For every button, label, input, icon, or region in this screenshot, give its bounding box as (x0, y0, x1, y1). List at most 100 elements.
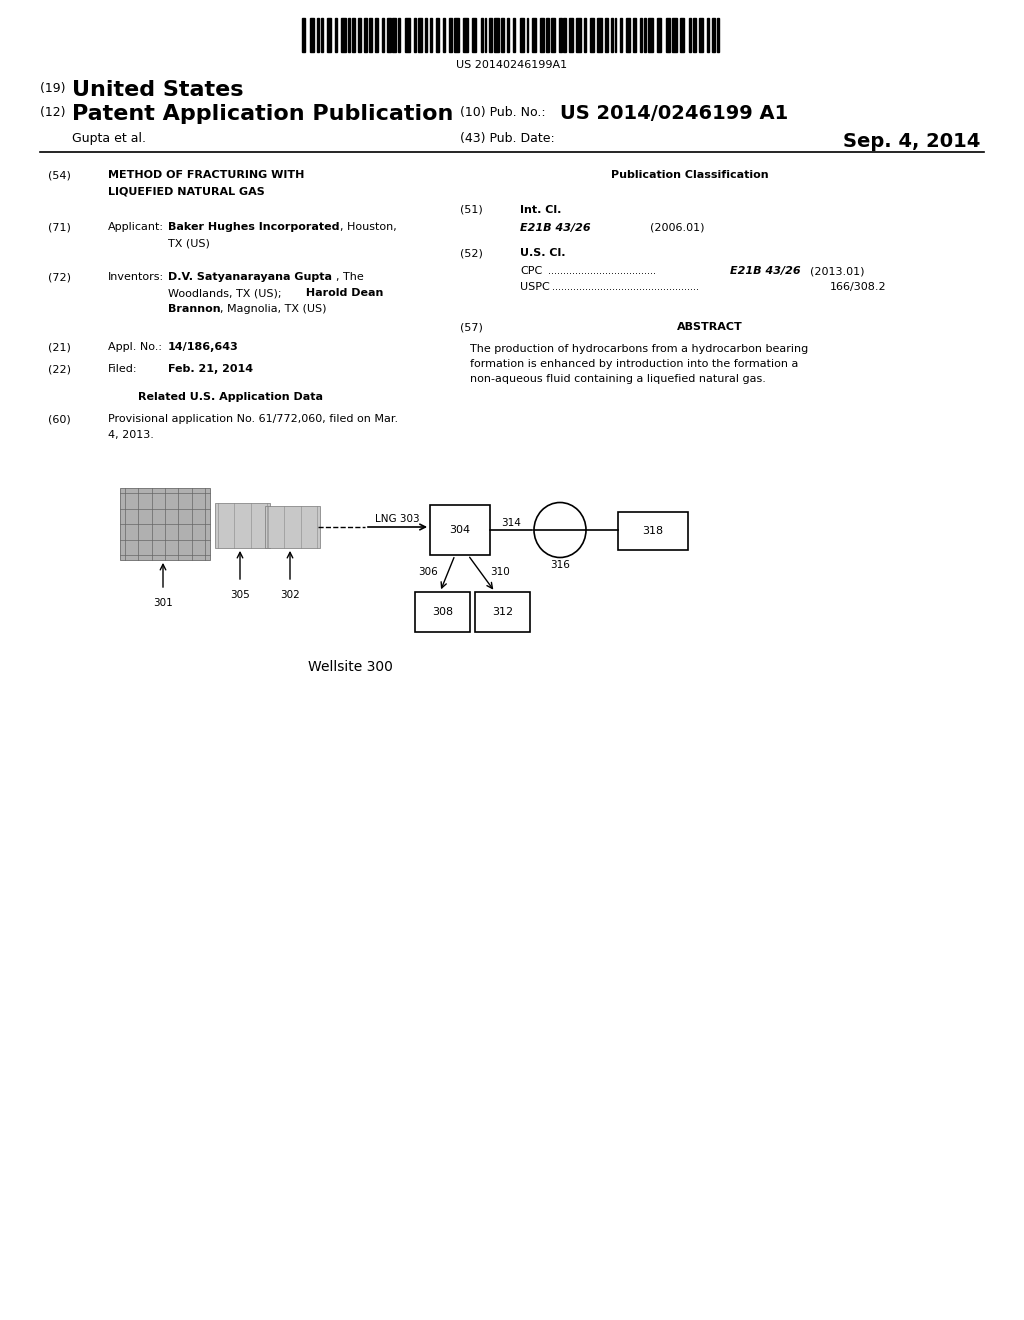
Text: , Magnolia, TX (US): , Magnolia, TX (US) (220, 304, 327, 314)
Text: The production of hydrocarbons from a hydrocarbon bearing: The production of hydrocarbons from a hy… (470, 345, 808, 354)
Bar (449, 18, 452, 51)
Bar (375, 18, 378, 51)
Bar (563, 18, 566, 51)
Bar (718, 18, 719, 51)
Bar (513, 18, 515, 51)
Bar (309, 18, 313, 51)
Bar (611, 18, 612, 51)
Text: (2006.01): (2006.01) (650, 223, 705, 234)
Bar (541, 18, 545, 51)
Bar (392, 18, 396, 51)
Text: (2013.01): (2013.01) (810, 267, 864, 276)
Text: Applicant:: Applicant: (108, 222, 164, 232)
Bar (472, 18, 476, 51)
Bar (463, 18, 468, 51)
Text: E21B 43/26: E21B 43/26 (520, 223, 591, 234)
Bar (414, 18, 417, 51)
Text: Brannon: Brannon (168, 304, 220, 314)
Bar (698, 18, 702, 51)
Text: (60): (60) (48, 414, 71, 424)
Text: (52): (52) (460, 248, 483, 257)
Bar (317, 18, 319, 51)
Bar (302, 18, 305, 51)
Text: LIQUEFIED NATURAL GAS: LIQUEFIED NATURAL GAS (108, 186, 265, 195)
Text: 312: 312 (492, 607, 513, 616)
Text: Int. Cl.: Int. Cl. (520, 205, 561, 215)
Bar (626, 18, 631, 51)
Bar (370, 18, 372, 51)
Text: Sep. 4, 2014: Sep. 4, 2014 (843, 132, 980, 150)
Text: Baker Hughes Incorporated: Baker Hughes Incorporated (168, 222, 340, 232)
Text: (54): (54) (48, 170, 71, 180)
Bar (436, 18, 439, 51)
Text: 318: 318 (642, 525, 664, 536)
Bar (568, 18, 572, 51)
Bar (382, 18, 384, 51)
Bar (546, 18, 549, 51)
Text: (22): (22) (48, 364, 71, 374)
Bar (618, 512, 688, 550)
Bar (404, 18, 410, 51)
Text: U.S. Cl.: U.S. Cl. (520, 248, 565, 257)
Bar (322, 18, 323, 51)
Text: ....................................: .................................... (548, 267, 656, 276)
Bar (689, 18, 691, 51)
Text: (43) Pub. Date:: (43) Pub. Date: (460, 132, 555, 145)
Text: 166/308.2: 166/308.2 (830, 282, 887, 292)
Text: 314: 314 (501, 517, 521, 528)
Bar (520, 18, 524, 51)
Text: 4, 2013.: 4, 2013. (108, 430, 154, 440)
Bar (120, 488, 210, 560)
Text: 305: 305 (230, 590, 250, 601)
Text: 316: 316 (550, 560, 570, 570)
Bar (605, 18, 608, 51)
Text: United States: United States (72, 81, 244, 100)
Bar (551, 18, 555, 51)
Bar (532, 18, 537, 51)
Bar (475, 591, 530, 632)
Bar (584, 18, 586, 51)
Bar (352, 18, 355, 51)
Bar (495, 18, 499, 51)
Bar (577, 18, 581, 51)
Text: US 20140246199A1: US 20140246199A1 (457, 59, 567, 70)
Text: US 2014/0246199 A1: US 2014/0246199 A1 (560, 104, 788, 123)
Text: 301: 301 (154, 598, 173, 609)
Bar (415, 591, 470, 632)
Bar (418, 18, 422, 51)
Text: (72): (72) (48, 272, 71, 282)
Bar (358, 18, 361, 51)
Bar (398, 18, 400, 51)
Text: D.V. Satyanarayana Gupta: D.V. Satyanarayana Gupta (168, 272, 332, 282)
Bar (507, 18, 509, 51)
Text: , Houston,: , Houston, (340, 222, 396, 232)
Text: Feb. 21, 2014: Feb. 21, 2014 (168, 364, 253, 374)
Text: Filed:: Filed: (108, 364, 137, 374)
Bar (335, 18, 337, 51)
Bar (348, 18, 350, 51)
Text: E21B 43/26: E21B 43/26 (730, 267, 801, 276)
Bar (502, 18, 504, 51)
Text: Wellsite 300: Wellsite 300 (307, 660, 392, 675)
Bar (644, 18, 646, 51)
Text: 304: 304 (450, 525, 471, 535)
Bar (265, 506, 319, 548)
Text: Publication Classification: Publication Classification (611, 170, 769, 180)
Text: 310: 310 (490, 568, 510, 577)
Text: 302: 302 (281, 590, 300, 601)
Bar (215, 503, 270, 548)
Bar (666, 18, 670, 51)
Text: non-aqueous fluid containing a liquefied natural gas.: non-aqueous fluid containing a liquefied… (470, 374, 766, 384)
Bar (713, 18, 715, 51)
Text: ABSTRACT: ABSTRACT (677, 322, 742, 333)
Text: METHOD OF FRACTURING WITH: METHOD OF FRACTURING WITH (108, 170, 304, 180)
Bar (425, 18, 427, 51)
Bar (387, 18, 391, 51)
Bar (484, 18, 486, 51)
Bar (341, 18, 346, 51)
Text: Inventors:: Inventors: (108, 272, 164, 282)
Text: USPC: USPC (520, 282, 550, 292)
Bar (328, 18, 331, 51)
Text: Patent Application Publication: Patent Application Publication (72, 104, 454, 124)
Bar (430, 506, 490, 554)
